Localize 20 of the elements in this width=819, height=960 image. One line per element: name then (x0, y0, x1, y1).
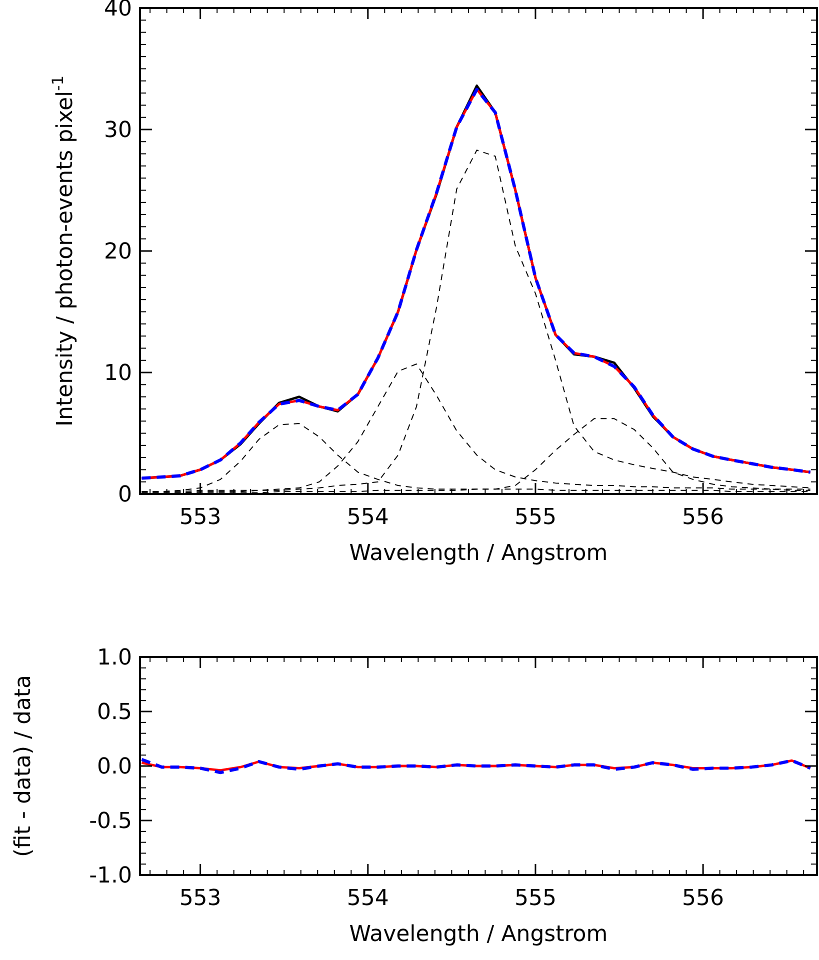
y-tick-label: 30 (104, 118, 132, 144)
y-tick-label: 0.0 (97, 754, 132, 780)
x-tick-label: 553 (179, 886, 222, 911)
x-tick-label: 555 (514, 505, 556, 530)
x-tick-label: 556 (682, 886, 724, 911)
y-tick-label: -1.0 (89, 864, 132, 889)
x-tick-label: 555 (514, 886, 556, 911)
y-axis-title: (fit - data) / data (11, 674, 36, 858)
x-tick-label: 554 (346, 886, 389, 911)
x-tick-label: 556 (682, 505, 724, 530)
y-tick-label: 20 (104, 240, 132, 265)
x-tick-label: 553 (179, 505, 222, 530)
y-tick-label: 0.5 (97, 700, 132, 726)
x-tick-label: 554 (346, 505, 389, 530)
y-tick-label: 1.0 (97, 646, 132, 671)
x-axis-title: Wavelength / Angstrom (349, 922, 608, 947)
x-axis-title: Wavelength / Angstrom (349, 541, 608, 566)
y-tick-label: 10 (104, 361, 132, 386)
y-tick-label: 0 (118, 482, 132, 508)
y-tick-label: -0.5 (89, 809, 132, 834)
